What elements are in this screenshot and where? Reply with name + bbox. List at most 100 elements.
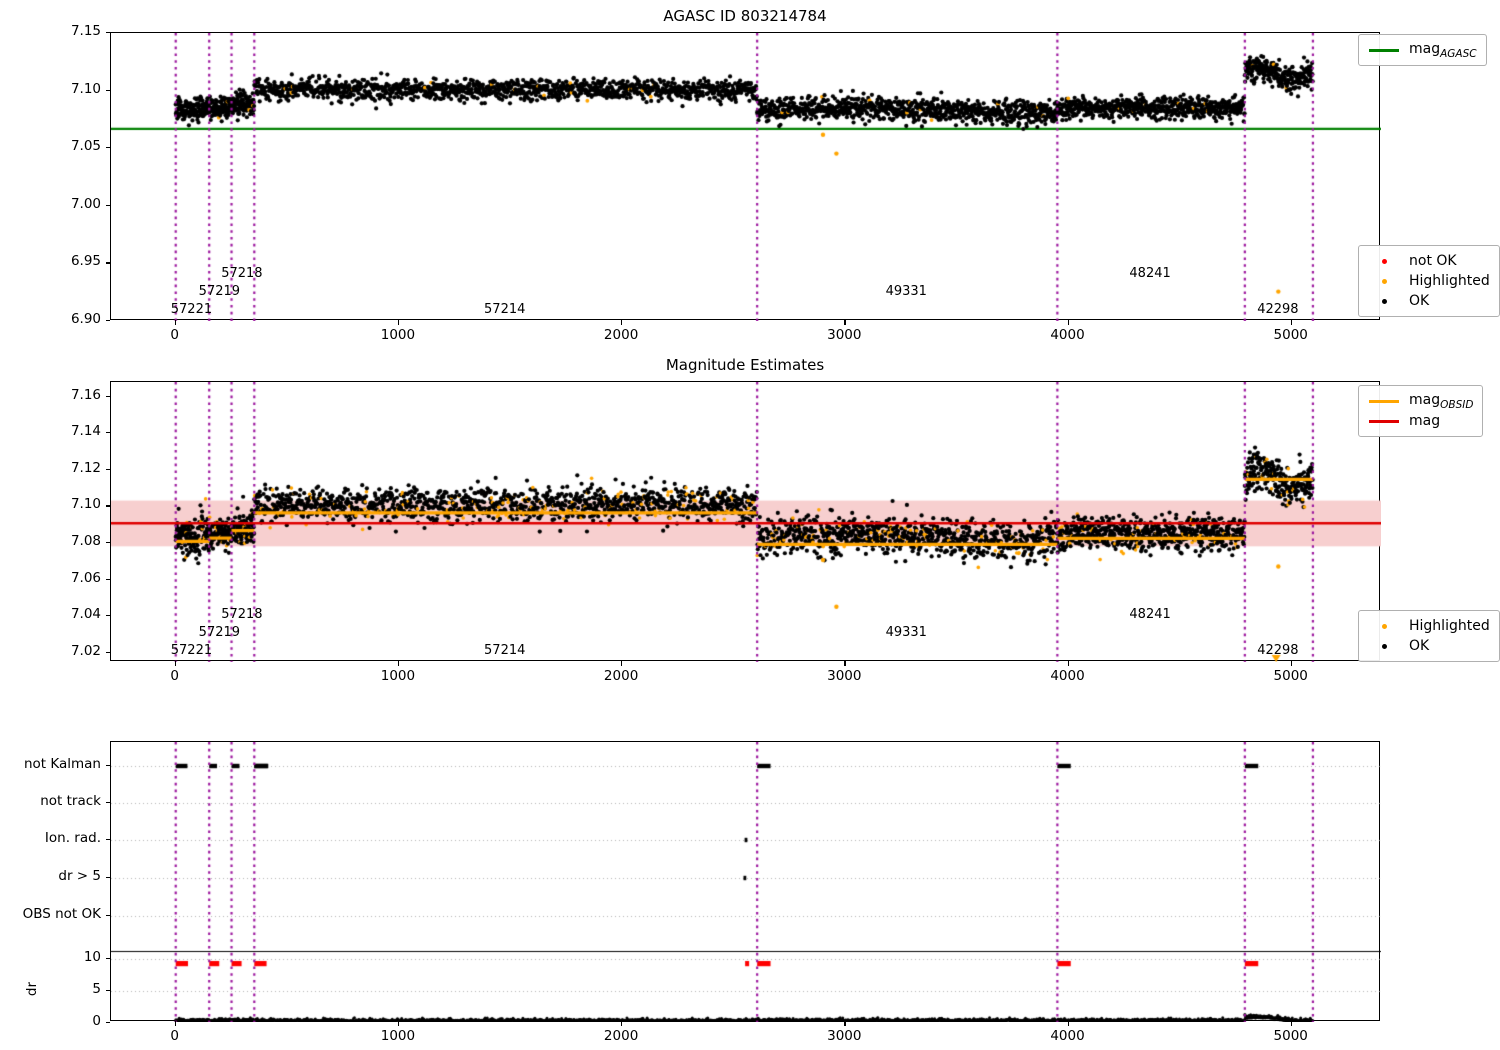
x-tick-label: 4000 <box>1050 668 1085 684</box>
x-tick-label: 5000 <box>1273 668 1308 684</box>
legend-entry[interactable]: OK <box>1366 291 1490 311</box>
panel2-legend-markers[interactable]: Highlighted OK <box>1358 610 1500 662</box>
y-tick-label: 0 <box>92 1013 101 1029</box>
y-tick-mark <box>106 578 110 580</box>
panel3-dr-axis-label: dr <box>24 981 40 997</box>
y-tick-label: 7.10 <box>70 496 101 513</box>
x-tick-label: 4000 <box>1050 327 1085 343</box>
obsid-label: 49331 <box>885 284 927 299</box>
y-tick-mark <box>106 432 110 434</box>
obsid-label: 57221 <box>170 643 213 658</box>
legend-entry[interactable]: mag <box>1366 411 1473 431</box>
obsid-label: 48241 <box>1129 266 1171 281</box>
legend-dot-swatch <box>1381 298 1387 304</box>
legend-entry[interactable]: magOBSID <box>1366 391 1473 411</box>
obsid-label: 49331 <box>885 625 927 640</box>
legend-label: Highlighted <box>1409 618 1490 634</box>
x-tick-label: 5000 <box>1273 1028 1308 1044</box>
x-tick-label: 1000 <box>380 327 416 343</box>
y-tick-mark <box>106 89 110 91</box>
y-tick-mark <box>106 958 110 960</box>
legend-entry[interactable]: Highlighted <box>1366 271 1490 291</box>
x-tick-label: 2000 <box>603 327 639 343</box>
legend-entry[interactable]: magAGASC <box>1366 40 1477 60</box>
x-tick-label: 3000 <box>827 327 862 343</box>
y-tick-mark <box>106 839 110 841</box>
x-tick-label: 0 <box>170 327 180 343</box>
y-tick-label: 6.95 <box>70 253 101 270</box>
y-tick-mark <box>106 651 110 654</box>
legend-line-swatch <box>1369 399 1399 403</box>
x-tick-mark <box>1290 1021 1292 1026</box>
obsid-label: 42298 <box>1257 302 1299 317</box>
legend-label: magOBSID <box>1409 391 1474 411</box>
x-tick-mark <box>621 320 623 325</box>
panel2-axes <box>110 381 1381 662</box>
y-tick-mark <box>106 765 110 767</box>
x-tick-mark <box>1290 661 1292 666</box>
y-tick-mark <box>106 615 110 617</box>
legend-entry[interactable]: Highlighted <box>1366 616 1490 636</box>
panel3-axes <box>110 741 1381 1022</box>
panel2-title: Magnitude Estimates <box>665 356 825 374</box>
x-tick-label: 4000 <box>1050 1028 1085 1044</box>
obsid-label: 48241 <box>1129 607 1171 622</box>
obsid-label: 57219 <box>198 284 241 299</box>
panel1-legend-markers[interactable]: not OK Highlighted OK <box>1358 245 1500 317</box>
panel3-plot-canvas <box>111 742 1381 1022</box>
obsid-label: 57214 <box>484 643 526 658</box>
y-tick-label: dr > 5 <box>58 868 101 884</box>
y-tick-mark <box>106 802 110 804</box>
y-tick-label: 7.14 <box>70 423 101 440</box>
x-tick-mark <box>1067 320 1069 325</box>
y-tick-label: 7.08 <box>70 533 101 550</box>
x-tick-mark <box>397 661 400 666</box>
x-tick-mark <box>844 320 846 325</box>
panel1-title: AGASC ID 803214784 <box>663 7 827 25</box>
obsid-label: 57218 <box>221 266 263 281</box>
y-tick-label: 7.15 <box>70 23 101 39</box>
panel1-axes <box>110 32 1381 321</box>
y-tick-label: 5 <box>92 981 101 997</box>
y-tick-label: not Kalman <box>23 756 101 772</box>
obsid-label: 57218 <box>221 607 263 622</box>
y-tick-label: 10 <box>83 949 101 965</box>
obsid-label: 57221 <box>170 302 213 317</box>
y-tick-label: not track <box>40 793 101 809</box>
y-tick-mark <box>106 990 110 992</box>
y-tick-mark <box>106 505 110 507</box>
legend-dot-swatch <box>1381 623 1387 629</box>
x-tick-label: 2000 <box>603 1028 639 1044</box>
y-tick-label: 7.16 <box>70 386 101 403</box>
y-tick-mark <box>106 1022 110 1024</box>
x-tick-mark <box>397 320 400 325</box>
legend-entry[interactable]: OK <box>1366 636 1490 656</box>
x-tick-label: 1000 <box>380 668 416 684</box>
legend-label: magAGASC <box>1409 40 1477 60</box>
obsid-label: 57219 <box>198 625 241 640</box>
y-tick-label: Ion. rad. <box>44 830 101 846</box>
y-tick-mark <box>106 877 110 879</box>
y-tick-mark <box>106 915 110 917</box>
y-tick-mark <box>106 204 110 206</box>
panel1-legend-magagasc[interactable]: magAGASC <box>1358 34 1487 66</box>
panel2-legend-lines[interactable]: magOBSID mag <box>1358 385 1484 437</box>
x-tick-label: 1000 <box>380 1028 416 1044</box>
x-tick-mark <box>397 1021 400 1026</box>
legend-dot-swatch <box>1381 278 1387 284</box>
y-tick-label: 7.04 <box>70 606 101 623</box>
x-tick-mark <box>621 1021 623 1026</box>
y-tick-label: 6.90 <box>70 311 101 327</box>
y-tick-label: 7.06 <box>70 569 101 586</box>
obsid-label: 57214 <box>484 302 526 317</box>
legend-dot-swatch <box>1381 258 1387 264</box>
y-tick-label: 7.05 <box>70 138 101 155</box>
x-tick-mark <box>844 661 846 666</box>
x-tick-label: 3000 <box>827 1028 862 1044</box>
y-tick-mark <box>106 32 110 34</box>
legend-entry[interactable]: not OK <box>1366 251 1490 271</box>
y-tick-mark <box>106 542 110 544</box>
y-tick-label: 7.10 <box>70 80 101 97</box>
y-tick-label: 7.12 <box>70 459 101 476</box>
